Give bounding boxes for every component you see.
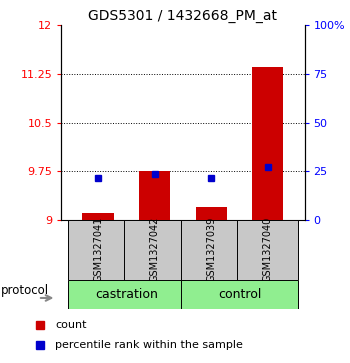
Bar: [124, 220, 185, 280]
Text: GSM1327042: GSM1327042: [149, 217, 160, 282]
Text: GSM1327041: GSM1327041: [93, 217, 103, 282]
Bar: [196, 207, 227, 220]
Bar: [252, 68, 283, 220]
Text: percentile rank within the sample: percentile rank within the sample: [55, 340, 243, 350]
Text: count: count: [55, 319, 87, 330]
Bar: [68, 280, 185, 309]
Title: GDS5301 / 1432668_PM_at: GDS5301 / 1432668_PM_at: [89, 9, 277, 23]
Text: protocol: protocol: [1, 284, 49, 297]
Bar: [139, 171, 170, 220]
Text: control: control: [218, 288, 261, 301]
Bar: [83, 213, 114, 220]
Bar: [68, 220, 128, 280]
Text: GSM1327040: GSM1327040: [263, 217, 273, 282]
Bar: [181, 220, 241, 280]
Text: castration: castration: [95, 288, 158, 301]
Bar: [237, 220, 298, 280]
Bar: [181, 280, 298, 309]
Text: GSM1327039: GSM1327039: [206, 217, 216, 282]
